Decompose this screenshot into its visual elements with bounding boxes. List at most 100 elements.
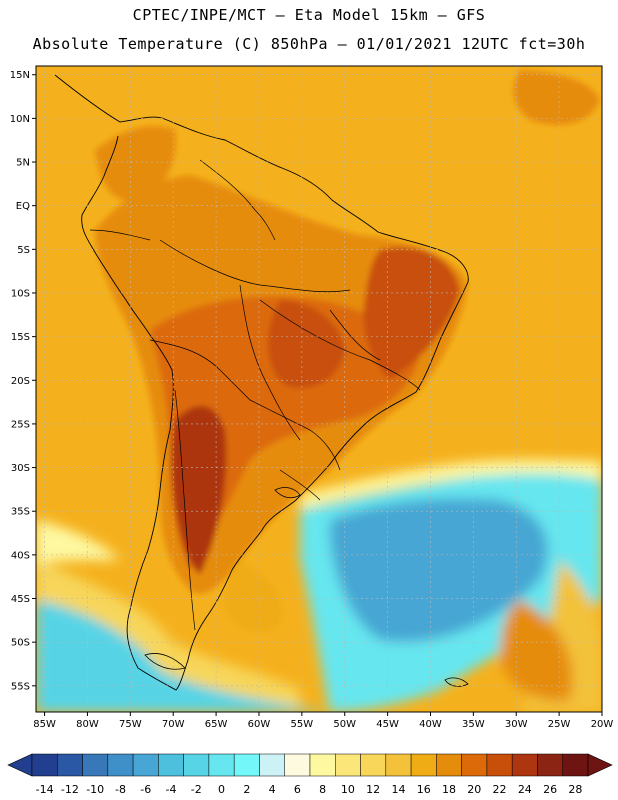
- colorbar-swatch: [562, 753, 589, 777]
- lat-tick-label: 45S: [11, 594, 30, 605]
- colorbar-label: 8: [319, 783, 326, 796]
- border-brazil-states-2: [329, 309, 381, 361]
- colorbar-swatch: [158, 753, 184, 777]
- colorbar-label: 12: [366, 783, 380, 796]
- lat-tick-label: 15S: [11, 332, 30, 343]
- colorbar-label: 18: [442, 783, 456, 796]
- colorbar-swatch: [132, 753, 159, 777]
- colorbar-label: 28: [568, 783, 582, 796]
- lat-tick-label: 5S: [17, 245, 30, 256]
- border-brazil-states: [259, 299, 421, 391]
- lon-tick-label: 80W: [76, 719, 99, 730]
- lon-tick-label: 65W: [205, 719, 228, 730]
- field-pale-band-west: [36, 520, 120, 565]
- colorbar-swatch: [233, 753, 260, 777]
- colorbar-swatch: [183, 753, 210, 777]
- lon-tick-label: 85W: [33, 719, 56, 730]
- colorbar-label: 22: [493, 783, 507, 796]
- lon-tick-label: 75W: [119, 719, 142, 730]
- colorbar-label: -10: [86, 783, 104, 796]
- lat-tick-label: 35S: [11, 507, 30, 518]
- lat-tick-label: 55S: [11, 681, 30, 692]
- border-north: [159, 239, 351, 293]
- border-peru-bolivia: [149, 339, 251, 401]
- lon-tick-label: 50W: [333, 719, 356, 730]
- temperature-field: [36, 66, 602, 712]
- colorbar-label: 6: [294, 783, 301, 796]
- colorbar-label: -6: [140, 783, 151, 796]
- colorbar-swatch: [486, 753, 513, 777]
- lon-tick-label: 45W: [376, 719, 399, 730]
- lat-tick-label: 10N: [10, 114, 30, 125]
- colorbar-swatch: [461, 753, 488, 777]
- lat-tick-label: 25S: [11, 419, 30, 430]
- colorbar-label: 4: [269, 783, 276, 796]
- field-colombia-warm: [95, 126, 176, 201]
- colorbar-swatch: [385, 753, 412, 777]
- lat-tick-label: 30S: [11, 463, 30, 474]
- colorbar-label: 20: [467, 783, 481, 796]
- lon-tick-label: 35W: [462, 719, 485, 730]
- field-argentina-hot: [171, 406, 227, 575]
- lon-tick-label: 40W: [419, 719, 442, 730]
- colorbar-swatch: [335, 753, 361, 777]
- lat-tick-label: 40S: [11, 550, 30, 561]
- field-central-hot: [268, 300, 345, 389]
- colorbar-swatch: [57, 753, 83, 777]
- lat-tick-label: 5N: [16, 158, 30, 169]
- colorbar-label: 10: [341, 783, 355, 796]
- longitude-ticks: 85W 80W 75W 70W 65W 60W 55W 50W 45W 40W 35W 30W 25W 2…: [33, 712, 613, 730]
- colorbar-swatch: [107, 753, 134, 777]
- field-warm-southeast-core: [500, 600, 573, 701]
- colorbar-swatch: [410, 753, 437, 777]
- island-tierra-del-fuego: [144, 653, 186, 670]
- lat-tick-label: 20S: [11, 376, 30, 387]
- latitude-ticks: 15N 10N 5N EQ 5S 10S 15S 20S 25S 30S 35S 40S 45S 50S 5…: [10, 70, 36, 692]
- lat-tick-label: 50S: [11, 638, 30, 649]
- colorbar-label: 2: [243, 783, 250, 796]
- lat-tick-label: EQ: [16, 201, 30, 212]
- colorbar-label: 26: [543, 783, 557, 796]
- field-cold-band-west: [36, 600, 330, 712]
- map-frame: [35, 65, 603, 713]
- colorbar-swatch: [511, 753, 538, 777]
- colorbar-label: -8: [115, 783, 126, 796]
- gridlines: [36, 66, 602, 712]
- border-bolivia: [239, 284, 301, 441]
- colorbar-swatch: [208, 753, 235, 777]
- lon-tick-label: 25W: [548, 719, 571, 730]
- title-line-2: Absolute Temperature (C) 850hPa – 01/01/…: [32, 35, 586, 53]
- colorbar-swatch: [537, 753, 563, 777]
- island-falklands: [444, 677, 469, 687]
- colorbar: -14 -12 -10 -8 -6 -4 -2 0 2 4 6 8 10 12 14 16 18 20 22 24 26…: [7, 753, 613, 796]
- lon-tick-label: 20W: [591, 719, 614, 730]
- colorbar-label: -12: [61, 783, 79, 796]
- islands: [144, 487, 469, 687]
- lat-tick-label: 10S: [11, 288, 30, 299]
- field-pale-front: [300, 459, 602, 510]
- colorbar-min-arrow: [7, 753, 33, 777]
- lon-tick-label: 60W: [248, 719, 271, 730]
- border-uruguay: [279, 469, 321, 501]
- island-lagoon: [274, 487, 301, 499]
- colorbar-swatch: [31, 753, 58, 777]
- field-caribbean-warm: [513, 70, 600, 125]
- colorbar-label: -2: [191, 783, 202, 796]
- lon-tick-label: 70W: [162, 719, 185, 730]
- colorbar-label: 16: [417, 783, 431, 796]
- colorbar-swatch: [360, 753, 387, 777]
- field-cold-core: [330, 498, 548, 642]
- lon-tick-label: 55W: [291, 719, 314, 730]
- colorbar-label: -14: [36, 783, 54, 796]
- colorbar-swatch: [284, 753, 311, 777]
- colorbar-label: 14: [391, 783, 405, 796]
- colorbar-label: -4: [166, 783, 177, 796]
- border-venezuela: [199, 159, 276, 241]
- field-patagonia-warm: [224, 560, 283, 633]
- border-ecuador: [89, 229, 151, 241]
- colorbar-max-arrow: [587, 753, 613, 777]
- colorbar-label: 0: [218, 783, 225, 796]
- lon-tick-label: 30W: [505, 719, 528, 730]
- lat-tick-label: 15N: [10, 70, 30, 81]
